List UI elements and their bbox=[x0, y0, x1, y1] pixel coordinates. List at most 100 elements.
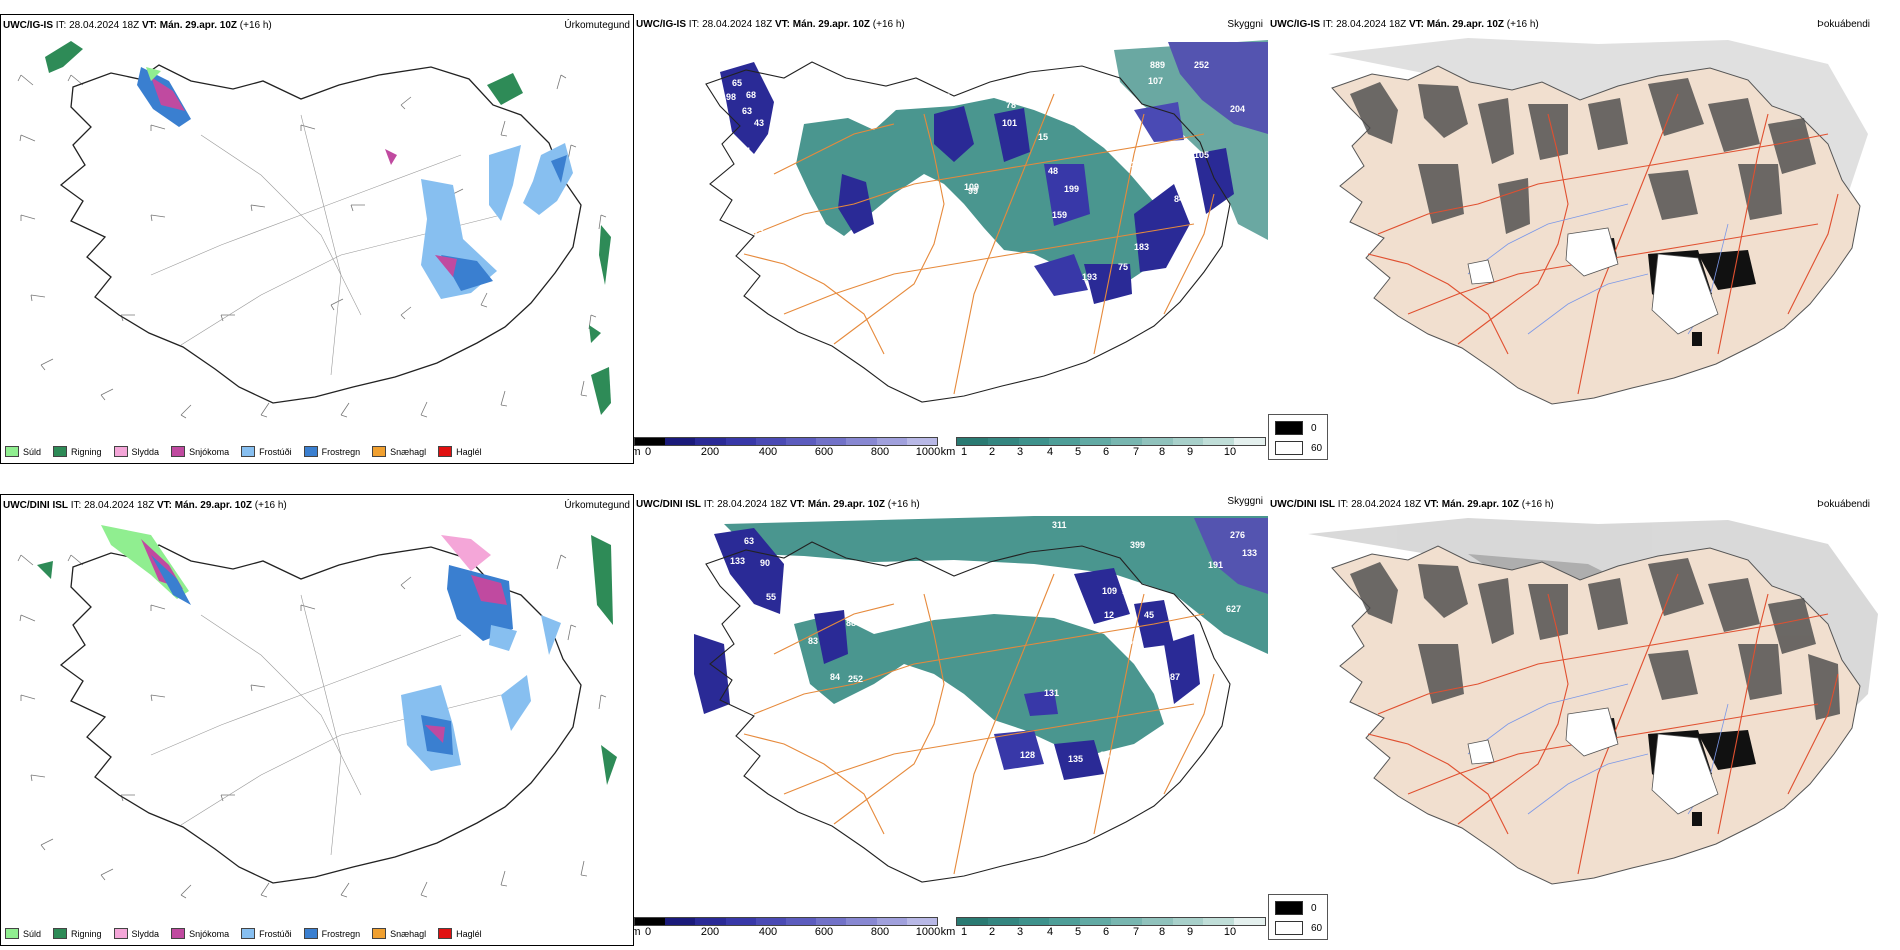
vis-label: 193 bbox=[1082, 272, 1097, 282]
legend-swatch bbox=[438, 928, 453, 939]
legend-item: Haglél bbox=[438, 928, 482, 939]
legend-item: Frostregn bbox=[303, 928, 360, 939]
roads-red bbox=[1367, 93, 1839, 395]
visibility-colorbar-m: m 0 200 400 600 800 1000 bbox=[634, 917, 940, 940]
legend-swatch bbox=[372, 446, 387, 457]
vis-label: 63 bbox=[742, 106, 752, 116]
vis-label: 73 bbox=[754, 226, 764, 236]
iceland-outline bbox=[59, 544, 582, 884]
glaciers bbox=[1467, 227, 1719, 335]
fog-panel-bottom: UWC/DINI ISL IT: 28.04.2024 18Z VT: Mán.… bbox=[1268, 494, 1900, 946]
fog-panel-top: UWC/IG-IS IT: 28.04.2024 18Z VT: Mán. 29… bbox=[1268, 14, 1900, 464]
legend-swatch bbox=[113, 446, 128, 457]
vis-label: 252 bbox=[1194, 60, 1209, 70]
panel-label: Skyggni bbox=[1227, 19, 1263, 30]
vis-label: 252 bbox=[848, 674, 863, 684]
legend-swatch bbox=[53, 928, 68, 939]
legend-item: Snæhagl bbox=[372, 928, 426, 939]
vis-label: 75 bbox=[1118, 262, 1128, 272]
vis-label: 180 bbox=[1104, 108, 1119, 118]
vis-label: 33 bbox=[730, 232, 740, 242]
vis-label: 105 bbox=[1194, 150, 1209, 160]
vis-label: 128 bbox=[1020, 750, 1035, 760]
legend-swatch bbox=[5, 446, 19, 457]
legend-swatch bbox=[241, 446, 256, 457]
vis-label: 88 bbox=[1140, 134, 1150, 144]
vis-label: 84 bbox=[1174, 194, 1184, 204]
legend-item: Frostúði bbox=[241, 446, 292, 457]
visibility-panel-bottom: UWC/DINI ISL IT: 28.04.2024 18Z VT: Mán.… bbox=[634, 494, 1268, 946]
legend-swatch bbox=[171, 928, 186, 939]
vis-label: 627 bbox=[1226, 604, 1241, 614]
legend-item: Súld bbox=[5, 446, 41, 457]
vis-label: 83 bbox=[808, 636, 818, 646]
legend-swatch bbox=[303, 928, 318, 939]
roads-red bbox=[1367, 573, 1839, 875]
precip-legend: Súld Rigning Slydda Snjókoma Frostúði Fr… bbox=[5, 928, 482, 939]
panel-title: UWC/DINI ISL IT: 28.04.2024 18Z VT: Mán.… bbox=[3, 500, 287, 511]
vis-label: 204 bbox=[1230, 104, 1245, 114]
roads-orange bbox=[743, 93, 1215, 395]
panel-title: UWC/IG-IS IT: 28.04.2024 18Z VT: Mán. 29… bbox=[1270, 19, 1539, 30]
fog-legend-high-swatch bbox=[1275, 901, 1303, 915]
vis-label: 107 bbox=[1148, 76, 1163, 86]
vis-label: 101 bbox=[736, 146, 751, 156]
wind-barbs bbox=[17, 554, 607, 899]
vis-label: 131 bbox=[1044, 688, 1059, 698]
precip-areas bbox=[45, 41, 611, 415]
precip-type-panel-top: UWC/IG-IS IT: 28.04.2024 18Z VT: Mán. 29… bbox=[0, 14, 634, 464]
iceland-outline bbox=[705, 541, 1231, 883]
panel-label: Úrkomutegund bbox=[564, 20, 630, 31]
vis-label: 84 bbox=[830, 672, 840, 682]
legend-item: Haglél bbox=[438, 446, 482, 457]
precip-map bbox=[17, 41, 611, 419]
legend-item: Snjókoma bbox=[171, 928, 229, 939]
vis-label: 65 bbox=[732, 78, 742, 88]
fog-legend: 0 60 bbox=[1268, 414, 1328, 460]
panel-label: Þokuábendi bbox=[1817, 499, 1870, 510]
fog-legend-low-swatch bbox=[1275, 921, 1303, 935]
precip-type-panel-bottom: UWC/DINI ISL IT: 28.04.2024 18Z VT: Mán.… bbox=[0, 494, 634, 946]
visibility-areas bbox=[720, 40, 1268, 304]
legend-swatch bbox=[113, 928, 128, 939]
vis-label: 889 bbox=[1150, 60, 1165, 70]
fog-dense bbox=[1350, 78, 1816, 234]
visibility-colorbar-m: m 0 200 400 600 800 1000 bbox=[634, 437, 940, 460]
legend-item: Frostregn bbox=[303, 446, 360, 457]
vis-label: 15 bbox=[1038, 132, 1048, 142]
legend-swatch bbox=[241, 928, 256, 939]
legend-swatch bbox=[5, 928, 19, 939]
vis-label: 63 bbox=[744, 536, 754, 546]
precip-map bbox=[17, 525, 617, 899]
legend-item: Slydda bbox=[113, 928, 159, 939]
vis-label: 88 bbox=[846, 618, 856, 628]
vis-label: 135 bbox=[1068, 754, 1083, 764]
glaciers bbox=[1467, 707, 1719, 815]
visibility-colorbar-km: km 1 2 3 4 5 6 7 8 9 10 bbox=[941, 917, 1266, 940]
visibility-colorbar-km: km 1 2 3 4 5 6 7 8 9 10 bbox=[941, 437, 1266, 460]
visibility-areas bbox=[694, 516, 1268, 780]
fog-legend-low-swatch bbox=[1275, 441, 1303, 455]
vis-label: 87 bbox=[1170, 672, 1180, 682]
vis-label: 311 bbox=[1052, 520, 1067, 530]
iceland-outline bbox=[59, 64, 582, 404]
vis-label: 191 bbox=[1208, 560, 1223, 570]
legend-item: Rigning bbox=[53, 446, 102, 457]
legend-swatch bbox=[372, 928, 387, 939]
vis-label: 133 bbox=[1242, 548, 1257, 558]
vis-label: 83 bbox=[1126, 160, 1136, 170]
legend-item: Snæhagl bbox=[372, 446, 426, 457]
fog-legend-high-swatch bbox=[1275, 421, 1303, 435]
legend-item: Snjókoma bbox=[171, 446, 229, 457]
legend-swatch bbox=[171, 446, 186, 457]
vis-label: 48 bbox=[1128, 636, 1138, 646]
visibility-map: 63 133 90 55 88 252 83 84 109 107 276 19… bbox=[694, 516, 1268, 883]
vis-label: 68 bbox=[746, 90, 756, 100]
precip-areas bbox=[37, 525, 617, 785]
vis-label: 43 bbox=[754, 118, 764, 128]
iceland-outline bbox=[705, 61, 1231, 403]
vis-label: 35 bbox=[1176, 176, 1186, 186]
fog-map bbox=[1308, 518, 1878, 885]
vis-label: 78 bbox=[1006, 100, 1016, 110]
vis-label: 135 bbox=[1020, 266, 1035, 276]
